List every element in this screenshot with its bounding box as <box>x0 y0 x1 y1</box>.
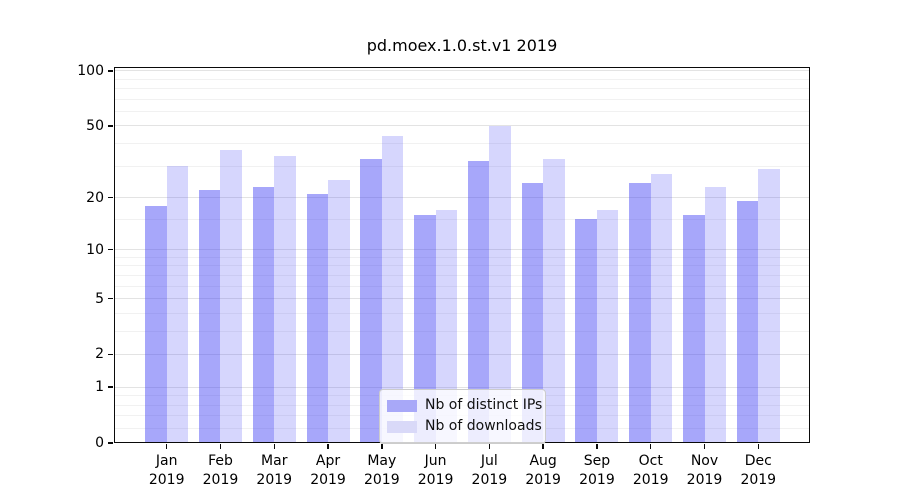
y-tick-label-1: 1 <box>95 379 104 396</box>
x-tick-mark-apr <box>327 444 329 449</box>
bar-nb-of-distinct-ips-jan <box>145 205 167 443</box>
bar-nb-of-distinct-ips-oct <box>629 183 651 443</box>
y-tick-mark-100 <box>108 70 113 72</box>
x-tick-mark-aug <box>542 444 544 449</box>
x-tick-mark-may <box>381 444 383 449</box>
bar-nb-of-downloads-jul <box>489 126 511 443</box>
x-tick-label-may: May 2019 <box>363 453 400 488</box>
gridline-y-70 <box>114 98 810 100</box>
x-tick-mark-oct <box>650 444 652 449</box>
gridline-y-90 <box>114 78 810 80</box>
x-tick-label-aug: Aug 2019 <box>525 453 561 488</box>
y-tick-label-5: 5 <box>95 290 104 307</box>
gridline-y-9 <box>114 256 810 258</box>
legend-item-downloads: Nb of downloads <box>387 416 542 437</box>
gridline-y-1 <box>114 386 810 388</box>
x-tick-mark-mar <box>273 444 275 449</box>
x-tick-label-mar: Mar 2019 <box>256 453 293 488</box>
y-tick-mark-10 <box>108 248 113 251</box>
gridline-y-30 <box>114 165 810 167</box>
x-tick-label-jun: Jun 2019 <box>417 453 454 488</box>
x-tick-mark-nov <box>703 444 706 449</box>
bar-nb-of-distinct-ips-jul <box>467 161 490 443</box>
gridline-y-5 <box>114 298 810 300</box>
bar-nb-of-downloads-mar <box>274 156 296 443</box>
gridline-y-10 <box>114 249 810 251</box>
plot-area <box>114 67 810 443</box>
y-tick-mark-2 <box>108 353 113 356</box>
x-tick-label-sep: Sep 2019 <box>579 453 615 488</box>
bar-nb-of-distinct-ips-aug <box>521 183 544 443</box>
legend-label-downloads: Nb of downloads <box>425 418 542 434</box>
x-tick-mark-feb <box>219 444 222 449</box>
gridline-y-3 <box>114 330 810 332</box>
gridline-y-20 <box>114 197 810 199</box>
bar-nb-of-distinct-ips-feb <box>198 190 221 443</box>
bar-nb-of-downloads-oct <box>650 174 673 443</box>
y-tick-label-100: 100 <box>77 62 104 79</box>
bar-nb-of-downloads-dec <box>758 168 780 443</box>
bar-nb-of-distinct-ips-nov <box>683 214 705 443</box>
gridline-y-4 <box>114 312 810 314</box>
bar-nb-of-distinct-ips-may <box>360 158 382 443</box>
x-tick-mark-jul <box>488 444 491 449</box>
bar-nb-of-distinct-ips-sep <box>575 219 597 443</box>
bar-nb-of-downloads-jun <box>435 209 458 443</box>
bars-layer <box>114 67 810 443</box>
y-tick-label-50: 50 <box>86 117 104 134</box>
x-tick-label-apr: Apr 2019 <box>310 453 346 488</box>
y-tick-label-10: 10 <box>86 241 104 258</box>
bar-nb-of-distinct-ips-dec <box>736 201 759 443</box>
gridline-y-60 <box>114 111 810 113</box>
x-tick-mark-jun <box>434 444 437 449</box>
x-tick-label-jul: Jul 2019 <box>471 453 508 488</box>
gridline-y-40 <box>114 143 810 145</box>
x-tick-mark-sep <box>596 444 598 449</box>
bar-nb-of-downloads-nov <box>704 186 726 443</box>
y-tick-mark-5 <box>108 297 113 300</box>
gridline-y-8 <box>114 265 810 267</box>
gridline-y-7 <box>114 274 810 276</box>
bar-nb-of-downloads-jan <box>166 166 189 443</box>
gridline-y-100 <box>114 70 810 72</box>
bar-nb-of-downloads-aug <box>543 158 565 443</box>
bar-nb-of-downloads-feb <box>220 149 242 443</box>
gridline-y-50 <box>114 125 810 127</box>
x-tick-mark-jan <box>166 444 168 449</box>
chart-title: pd.moex.1.0.st.v1 2019 <box>366 36 558 55</box>
x-tick-label-nov: Nov 2019 <box>686 453 723 488</box>
bar-nb-of-distinct-ips-jun <box>414 214 436 443</box>
bar-nb-of-distinct-ips-apr <box>306 193 329 443</box>
legend: Nb of distinct IPs Nb of downloads <box>379 389 546 444</box>
gridline-y-15 <box>114 218 810 220</box>
y-tick-mark-20 <box>108 196 113 199</box>
legend-item-distinct-ips: Nb of distinct IPs <box>387 395 542 416</box>
x-tick-mark-dec <box>757 444 759 449</box>
legend-label-distinct-ips: Nb of distinct IPs <box>425 397 543 413</box>
bar-nb-of-distinct-ips-mar <box>252 186 275 443</box>
x-tick-label-dec: Dec 2019 <box>740 453 777 488</box>
y-tick-mark-0 <box>108 442 113 444</box>
gridline-y-6 <box>114 285 810 287</box>
y-tick-label-20: 20 <box>86 189 104 206</box>
gridline-y-80 <box>114 88 810 90</box>
legend-swatch-distinct-ips <box>387 399 417 412</box>
y-tick-label-0: 0 <box>95 435 104 451</box>
x-tick-label-feb: Feb 2019 <box>202 453 239 488</box>
legend-swatch-downloads <box>387 420 417 433</box>
x-tick-label-jan: Jan 2019 <box>148 453 185 488</box>
y-tick-mark-50 <box>108 125 113 127</box>
x-tick-label-oct: Oct 2019 <box>632 453 669 488</box>
bar-nb-of-downloads-may <box>381 136 404 443</box>
gridline-y-2 <box>114 353 810 355</box>
y-tick-label-2: 2 <box>95 346 104 363</box>
y-tick-mark-1 <box>108 386 113 388</box>
bar-nb-of-downloads-apr <box>328 180 350 443</box>
bar-nb-of-downloads-sep <box>596 209 619 443</box>
